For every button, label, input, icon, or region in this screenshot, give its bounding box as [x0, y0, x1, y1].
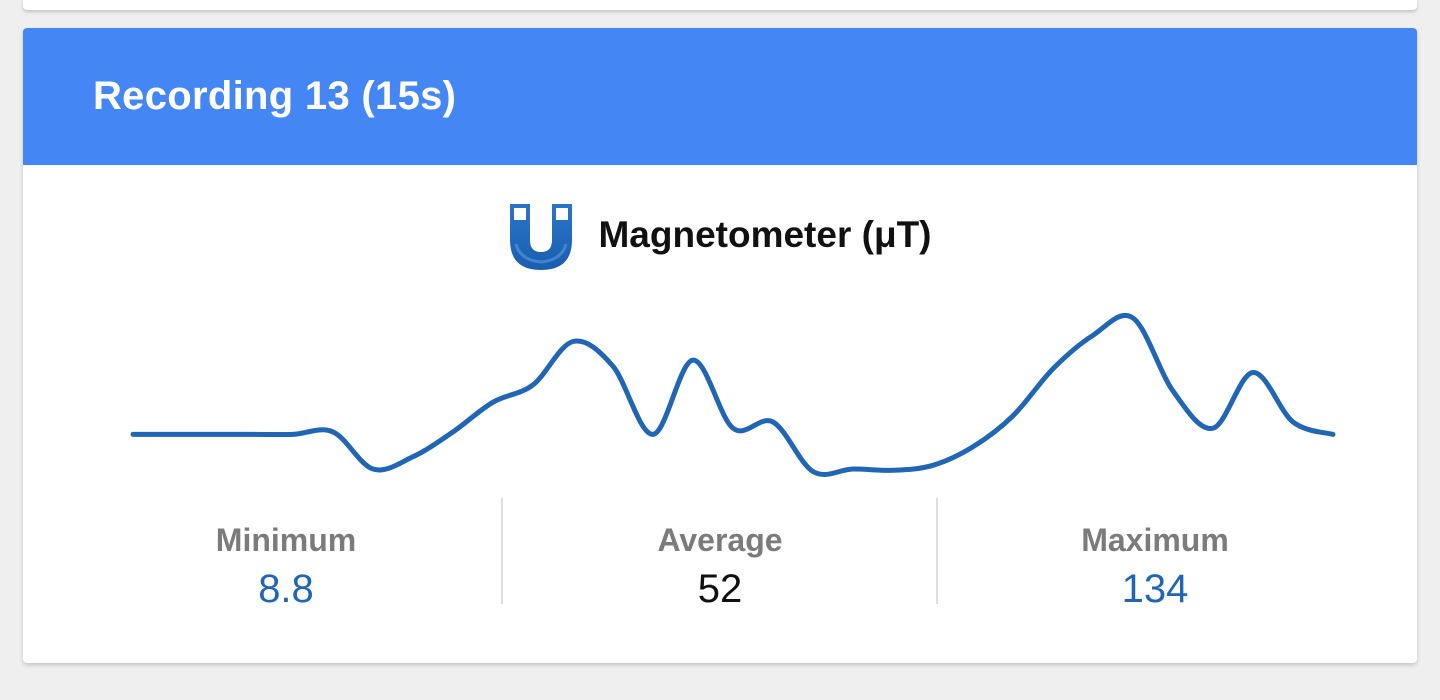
- stats-row: Minimum 8.8 Average 52 Maximum 134: [23, 498, 1417, 611]
- stat-average-value: 52: [697, 567, 743, 611]
- stat-minimum-label: Minimum: [215, 522, 357, 558]
- stat-divider: [936, 498, 938, 604]
- stat-average: Average 52: [502, 498, 938, 612]
- stat-maximum: Maximum 134: [937, 498, 1373, 612]
- stat-minimum: Minimum 8.8: [68, 498, 504, 612]
- magnetometer-chart: [130, 313, 1336, 477]
- previous-card: [23, 0, 1417, 10]
- magnet-icon: [510, 204, 573, 270]
- sensor-row: Magnetometer (μT): [23, 200, 1417, 270]
- stat-minimum-value: 8.8: [258, 567, 314, 611]
- recording-card[interactable]: Recording 13 (15s) Magnetometer (μT) Min…: [23, 28, 1417, 663]
- stat-maximum-value: 134: [1121, 567, 1189, 611]
- stat-average-label: Average: [657, 522, 783, 558]
- recording-header: Recording 13 (15s): [23, 28, 1417, 165]
- sensor-title: Magnetometer (μT): [598, 214, 932, 255]
- stat-divider: [501, 498, 503, 604]
- recording-title: Recording 13 (15s): [93, 74, 457, 118]
- chart-series-line: [130, 313, 1336, 477]
- stat-maximum-label: Maximum: [1081, 522, 1229, 558]
